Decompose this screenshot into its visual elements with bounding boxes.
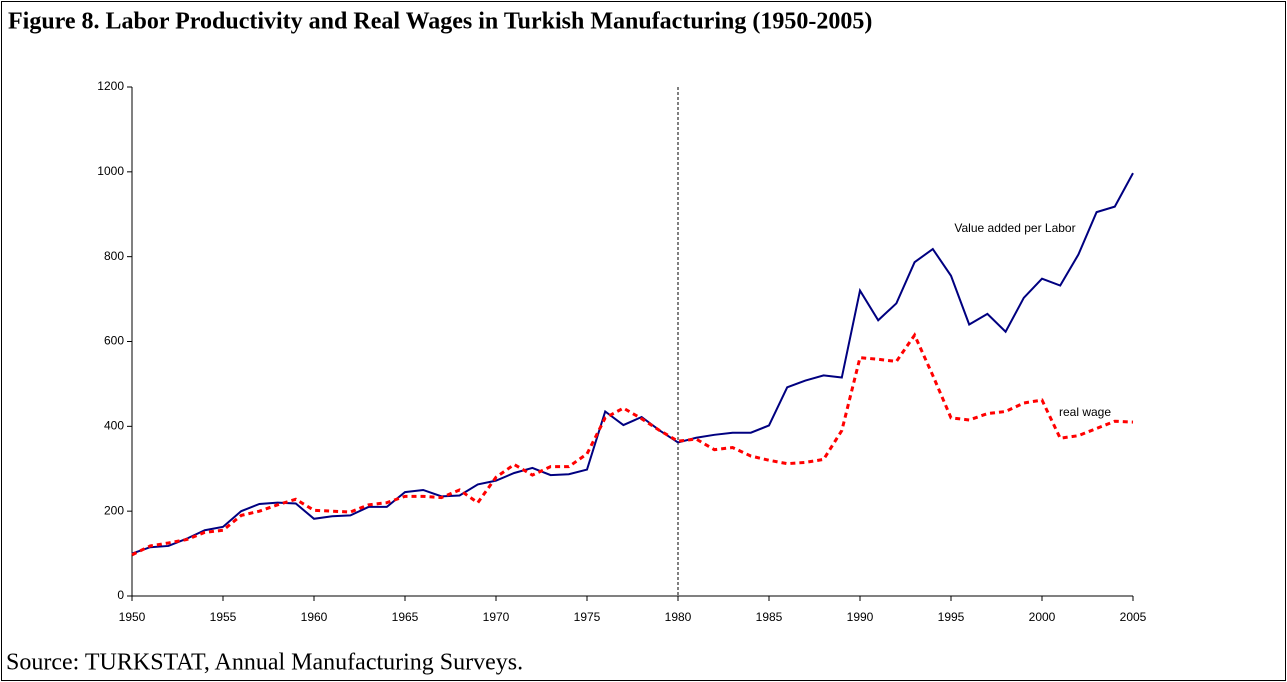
y-tick-label: 1200	[97, 79, 124, 93]
series-line	[131, 172, 1134, 555]
source: Source: TURKSTAT, Annual Manufacturing S…	[6, 650, 523, 676]
x-tick-label: 1995	[938, 610, 965, 624]
y-tick-label: 200	[104, 503, 124, 517]
x-tick-label: 1970	[483, 610, 510, 624]
x-tick-label: 1965	[392, 610, 419, 624]
series-line	[131, 332, 1134, 557]
y-tick-label: 400	[104, 419, 124, 433]
y-tick-label: 800	[104, 249, 124, 263]
x-tick-label: 1960	[301, 610, 328, 624]
series-label: real wage	[1059, 405, 1111, 419]
x-tick-label: 1985	[756, 610, 783, 624]
x-tick-label: 2005	[1120, 610, 1147, 624]
x-tick-label: 1950	[119, 610, 146, 624]
series-label: Value added per Labor	[954, 221, 1075, 235]
x-tick-label: 1975	[574, 610, 601, 624]
y-tick-label: 600	[104, 334, 124, 348]
y-tick-label: 0	[117, 588, 124, 602]
x-tick-label: 2000	[1029, 610, 1056, 624]
x-tick-label: 1990	[847, 610, 874, 624]
y-tick-label: 1000	[97, 164, 124, 178]
chart-title: Figure 8. Labor Productivity and Real Wa…	[8, 9, 872, 35]
x-tick-label: 1955	[210, 610, 237, 624]
x-tick-label: 1980	[665, 610, 692, 624]
